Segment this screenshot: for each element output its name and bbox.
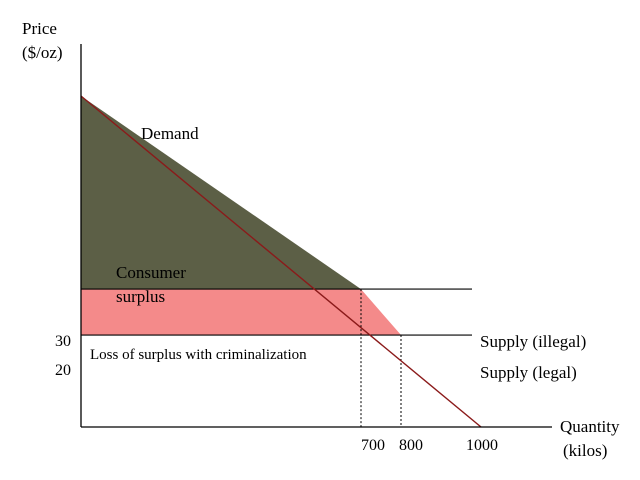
loss-of-surplus-label: Loss of surplus with criminalization	[90, 347, 307, 363]
y-tick-20: 20	[55, 362, 71, 379]
consumer-surplus-label-line1: Consumer	[116, 263, 186, 282]
demand-label: Demand	[141, 124, 199, 143]
consumer-surplus-label-line2: surplus	[116, 287, 165, 306]
x-tick-700: 700	[361, 437, 385, 454]
x-axis-label-line2: (kilos)	[563, 441, 607, 460]
supply-illegal-label: Supply (illegal)	[480, 332, 586, 351]
demand-line	[80, 95, 482, 428]
y-axis-label-line1: Price	[22, 19, 57, 38]
supply-legal-label: Supply (legal)	[480, 363, 577, 382]
consumer-surplus-area	[81, 96, 361, 290]
chart-areas	[81, 96, 401, 336]
loss-of-surplus-area	[81, 289, 401, 336]
y-tick-30: 30	[55, 333, 71, 350]
y-axis-label-line2: ($/oz)	[22, 43, 63, 62]
chart-guides	[360, 289, 402, 427]
x-axis-label-line1: Quantity	[560, 417, 620, 436]
chart-axes	[80, 44, 552, 428]
chart-lines	[80, 95, 482, 428]
x-tick-1000: 1000	[466, 437, 498, 454]
x-tick-800: 800	[399, 437, 423, 454]
